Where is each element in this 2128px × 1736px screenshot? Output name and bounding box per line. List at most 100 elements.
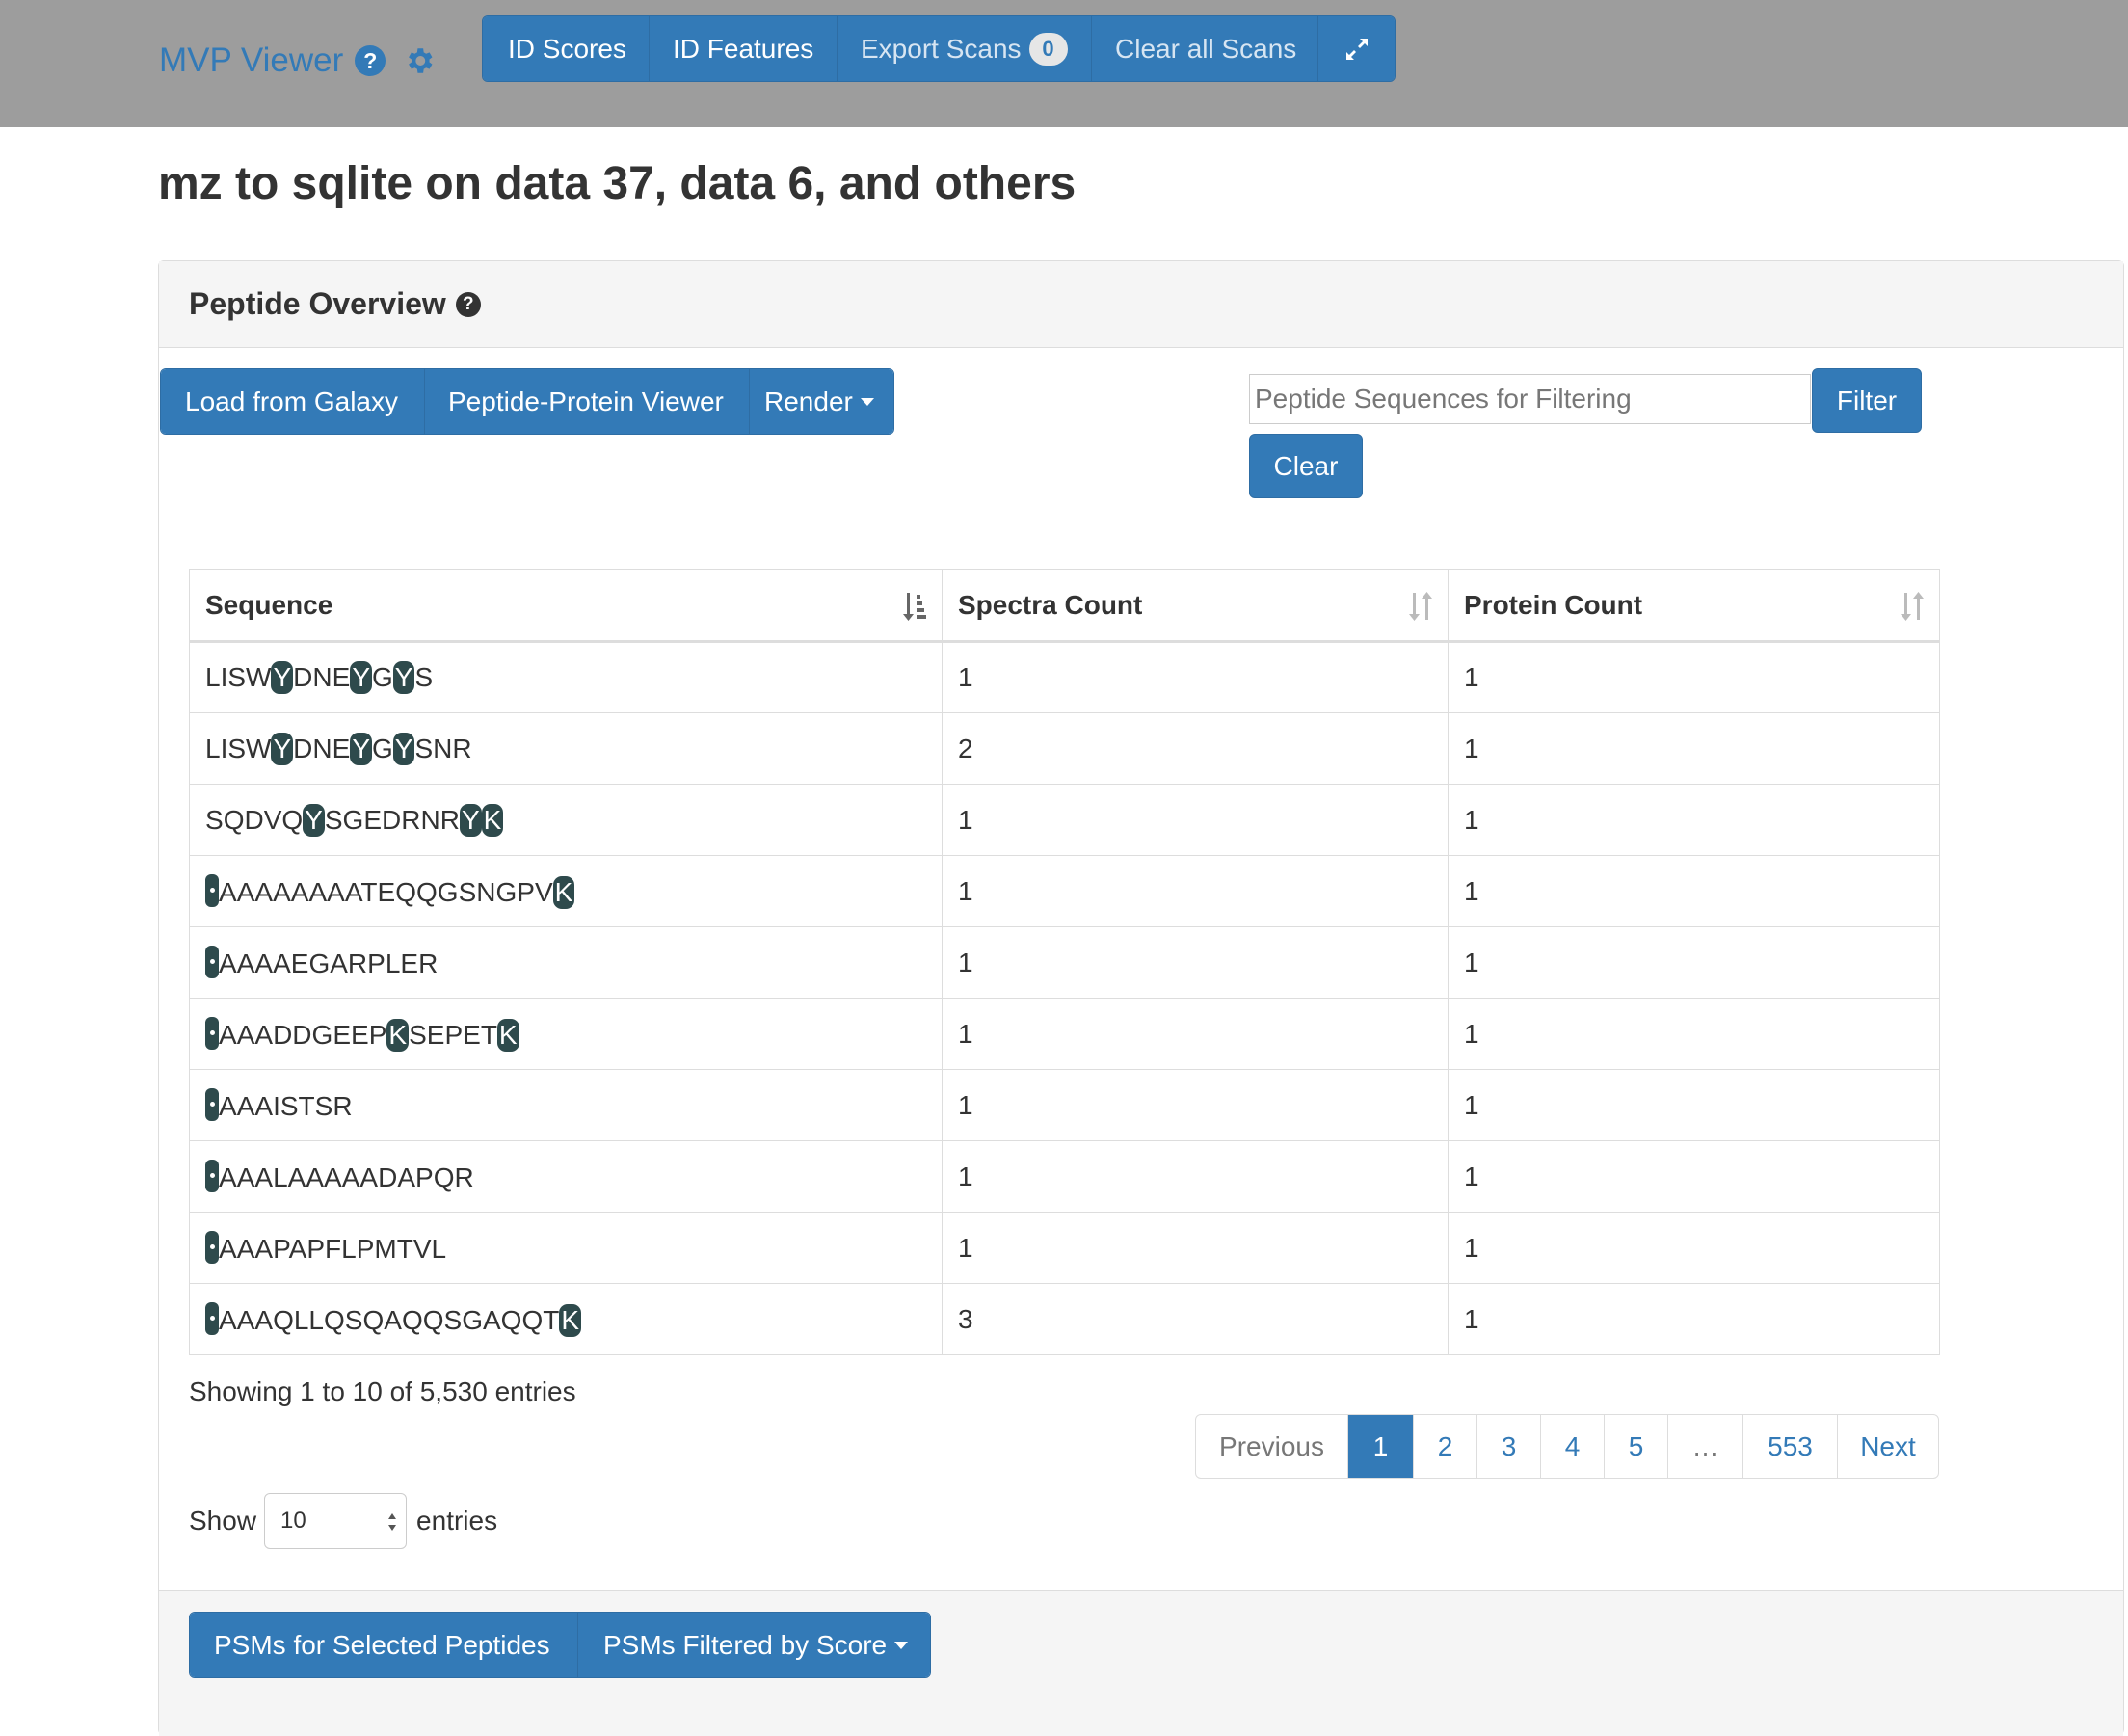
page-length-control: Show 10 entries	[189, 1492, 497, 1550]
n-terminal-mod-marker	[205, 1088, 219, 1121]
export-scans-button[interactable]: Export Scans 0	[838, 16, 1092, 81]
spectra-count-cell: 1	[942, 1140, 1449, 1213]
table-row[interactable]: AAAAAAAATEQQGSNGPVK 1 1	[189, 855, 1940, 927]
sequence-cell: AAALAAAAADAPQR	[189, 1140, 943, 1213]
sequence-cell: AAADDGEEPKSEPETK	[189, 998, 943, 1070]
protein-count-column-header[interactable]: Protein Count	[1448, 569, 1940, 643]
modified-residue: Y	[350, 732, 373, 765]
gear-icon[interactable]	[403, 44, 436, 77]
modified-residue: Y	[392, 732, 415, 765]
pagination-next[interactable]: Next	[1860, 1430, 1916, 1461]
sort-icon	[1901, 592, 1924, 621]
table-row[interactable]: AAALAAAAADAPQR 1 1	[189, 1140, 1940, 1213]
protein-count-cell: 1	[1448, 998, 1940, 1070]
spectra-count-cell: 1	[942, 641, 1449, 713]
spectra-count-cell: 3	[942, 1283, 1449, 1355]
table-row[interactable]: AAADDGEEPKSEPETK 1 1	[189, 998, 1940, 1070]
psms-filtered-by-score-dropdown[interactable]: PSMs Filtered by Score	[578, 1613, 930, 1677]
fullscreen-button[interactable]	[1318, 16, 1395, 81]
id-scores-button[interactable]: ID Scores	[483, 16, 650, 81]
protein-count-cell: 1	[1448, 1212, 1940, 1284]
n-terminal-mod-marker	[205, 1231, 219, 1264]
clear-all-scans-button[interactable]: Clear all Scans	[1092, 16, 1318, 81]
peptide-sequence: AAAISTSR	[219, 1091, 353, 1121]
table-row[interactable]: AAAISTSR 1 1	[189, 1069, 1940, 1141]
select-arrows-icon	[388, 1513, 397, 1531]
clear-filter-button[interactable]: Clear	[1249, 434, 1363, 498]
pagination-page[interactable]: 2	[1414, 1415, 1477, 1478]
peptide-sequence: LISWYDNEYGYSNR	[205, 732, 472, 765]
modified-residue: K	[496, 1018, 519, 1052]
peptide-sequence: LISWYDNEYGYS	[205, 661, 434, 694]
psm-toolbar: PSMs for Selected Peptides PSMs Filtered…	[189, 1612, 931, 1678]
sequence-column-header[interactable]: Sequence	[189, 569, 943, 643]
sequence-cell: SQDVQYSGEDRNRY K	[189, 784, 943, 856]
table-row[interactable]: AAAQLLQSQAQQSGAQQTK 3 1	[189, 1283, 1940, 1355]
peptide-sequence: SQDVQYSGEDRNRY K	[205, 803, 504, 837]
pagination-ellipsis: …	[1668, 1415, 1743, 1478]
show-label: Show	[189, 1506, 257, 1536]
table-row[interactable]: LISWYDNEYGYSNR 2 1	[189, 712, 1940, 785]
sequence-cell: AAAPAPFLPMTVL	[189, 1212, 943, 1284]
help-icon[interactable]: ?	[455, 291, 481, 317]
spectra-count-cell: 1	[942, 998, 1449, 1070]
page-title: mz to sqlite on data 37, data 6, and oth…	[158, 158, 1077, 209]
sequence-header-label: Sequence	[205, 589, 333, 620]
table-row[interactable]: SQDVQYSGEDRNRY K 1 1	[189, 784, 1940, 856]
modified-residue: Y	[350, 661, 373, 694]
table-info: Showing 1 to 10 of 5,530 entries	[189, 1376, 576, 1406]
peptide-sequence: AAALAAAAADAPQR	[219, 1162, 474, 1192]
spectra-header-label: Spectra Count	[958, 589, 1143, 620]
nav-button-group: ID Scores ID Features Export Scans 0 Cle…	[482, 15, 1396, 82]
page-length-value: 10	[280, 1508, 306, 1534]
pagination-page[interactable]: 3	[1477, 1415, 1541, 1478]
protein-header-label: Protein Count	[1464, 589, 1643, 620]
modified-residue: K	[386, 1018, 410, 1052]
spectra-count-cell: 1	[942, 1212, 1449, 1284]
peptide-filter-input[interactable]	[1249, 374, 1811, 424]
export-count-badge: 0	[1028, 32, 1068, 66]
psms-for-selected-peptides-button[interactable]: PSMs for Selected Peptides	[190, 1613, 578, 1677]
table-row[interactable]: AAAAEGARPLER 1 1	[189, 926, 1940, 999]
pagination: Previous 1 2 3 4 5 … 553 Next	[1195, 1414, 1939, 1479]
spectra-count-cell: 1	[942, 1069, 1449, 1141]
protein-count-cell: 1	[1448, 855, 1940, 927]
spectra-count-column-header[interactable]: Spectra Count	[942, 569, 1449, 643]
sort-icon	[1409, 592, 1432, 621]
id-features-button[interactable]: ID Features	[650, 16, 838, 81]
load-from-galaxy-button[interactable]: Load from Galaxy	[161, 369, 425, 434]
pagination-previous[interactable]: Previous	[1196, 1415, 1348, 1478]
protein-count-cell: 1	[1448, 926, 1940, 999]
modified-residue: K	[559, 1303, 582, 1337]
n-terminal-mod-marker	[205, 1016, 219, 1050]
modified-residue: Y	[459, 803, 482, 837]
filter-button[interactable]: Filter	[1812, 368, 1922, 433]
n-terminal-mod-marker	[205, 873, 219, 907]
pagination-page[interactable]: 1	[1348, 1415, 1414, 1478]
peptide-sequence: AAAPAPFLPMTVL	[219, 1234, 447, 1264]
modified-residue: K	[552, 875, 575, 909]
protein-count-cell: 1	[1448, 641, 1940, 713]
table-row[interactable]: AAAPAPFLPMTVL 1 1	[189, 1212, 1940, 1284]
peptide-sequence: AAAQLLQSQAQQSGAQQTK	[219, 1303, 582, 1337]
table-header-row: Sequence Spectra Count Protein Count	[189, 569, 1940, 643]
modified-residue: Y	[271, 661, 294, 694]
sequence-cell: AAAISTSR	[189, 1069, 943, 1141]
app-title[interactable]: MVP Viewer	[159, 41, 344, 79]
peptide-protein-viewer-button[interactable]: Peptide-Protein Viewer	[425, 369, 750, 434]
modified-residue: K	[481, 803, 504, 837]
peptide-sequence: AAAAAAAATEQQGSNGPVK	[219, 875, 575, 909]
pagination-page[interactable]: 553	[1743, 1415, 1838, 1478]
caret-down-icon	[894, 1641, 909, 1649]
page-length-select[interactable]: 10	[264, 1493, 408, 1549]
pagination-page[interactable]: 4	[1541, 1415, 1605, 1478]
n-terminal-mod-marker	[205, 1160, 219, 1192]
help-icon[interactable]: ?	[355, 45, 386, 76]
render-dropdown-button[interactable]: Render	[750, 369, 893, 434]
modified-residue: Y	[271, 732, 294, 765]
protein-count-cell: 1	[1448, 784, 1940, 856]
table-row[interactable]: LISWYDNEYGYS 1 1	[189, 641, 1940, 713]
pagination-page[interactable]: 5	[1605, 1415, 1668, 1478]
n-terminal-mod-marker	[205, 1301, 219, 1335]
peptide-toolbar: Load from Galaxy Peptide-Protein Viewer …	[160, 368, 894, 435]
